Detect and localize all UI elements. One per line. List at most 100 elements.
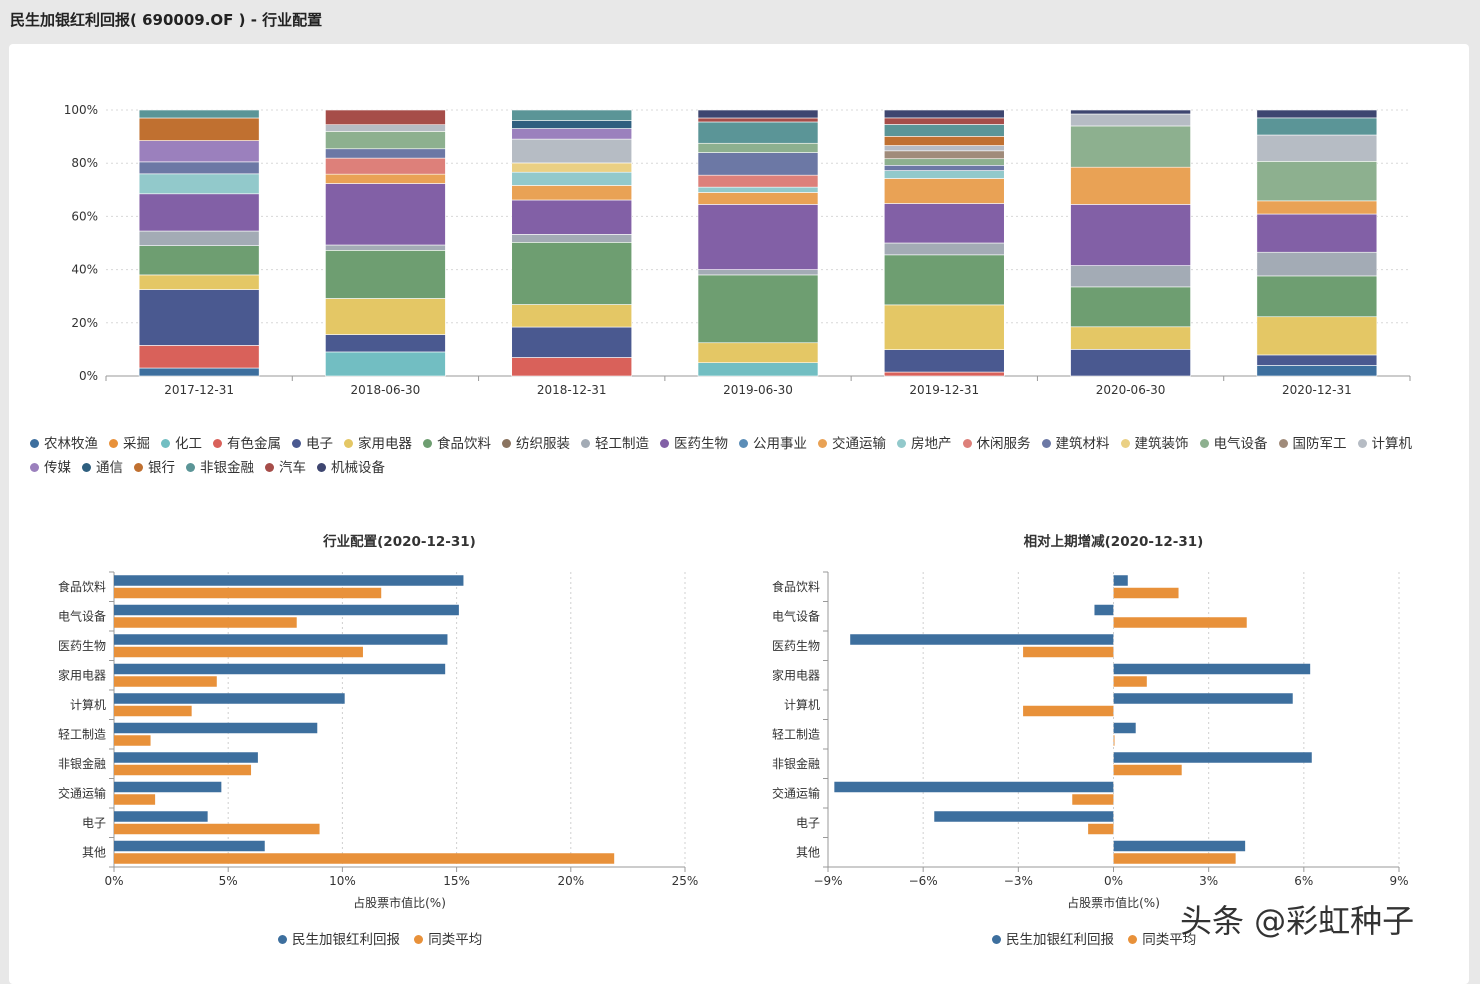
- legend-item[interactable]: 农林牧渔: [30, 432, 98, 456]
- legend-label: 银行: [148, 460, 175, 476]
- legend-item[interactable]: 医药生物: [660, 432, 728, 456]
- legend-item[interactable]: 交通运输: [818, 432, 886, 456]
- bar: [1113, 853, 1236, 864]
- bar-segment: [138, 274, 260, 290]
- bar: [114, 693, 345, 704]
- legend-label: 同类平均: [428, 932, 483, 948]
- bar-segment: [883, 109, 1005, 119]
- legend-label: 电子: [306, 436, 333, 452]
- legend-item[interactable]: 银行: [134, 456, 175, 480]
- y-tick-label: 交通运输: [58, 785, 106, 800]
- bar: [114, 811, 208, 822]
- industry-legend: 农林牧渔 采掘 化工 有色金属 电子 家用电器 食品饮料 纺织服装 轻工制造 医药生物 公用事业 交通…: [30, 432, 1470, 480]
- legend-item[interactable]: 休闲服务: [962, 432, 1031, 456]
- bar-segment: [138, 140, 260, 163]
- legend-item[interactable]: 轻工制造: [581, 432, 649, 456]
- bar: [114, 575, 464, 586]
- bar-segment: [325, 250, 446, 299]
- bar-segment: [697, 342, 819, 364]
- legend-marker: [1278, 439, 1288, 448]
- bar-segment: [883, 170, 1005, 179]
- legend-item[interactable]: 计算机: [1357, 432, 1412, 456]
- legend-label: 汽车: [279, 460, 306, 476]
- watermark: 头条 @彩虹种子: [1180, 902, 1415, 940]
- legend-item[interactable]: 传媒: [30, 456, 71, 480]
- legend-item-fund[interactable]: 民生加银红利回报: [992, 928, 1114, 948]
- legend-item[interactable]: 食品饮料: [423, 432, 491, 456]
- legend-item[interactable]: 建筑材料: [1041, 432, 1110, 456]
- legend-item[interactable]: 家用电器: [344, 432, 412, 456]
- bar-segment: [697, 274, 819, 344]
- y-tick-label: 交通运输: [772, 785, 820, 800]
- legend-item-peer[interactable]: 同类平均: [1128, 928, 1196, 948]
- legend-item[interactable]: 机械设备: [317, 456, 385, 480]
- legend-marker: [1357, 439, 1367, 448]
- legend-label: 民生加银红利回报: [292, 932, 400, 948]
- x-tick-label: 25%: [672, 874, 699, 888]
- legend-marker: [423, 439, 432, 448]
- legend-label: 休闲服务: [976, 436, 1031, 452]
- legend-item[interactable]: 建筑装饰: [1120, 432, 1189, 456]
- legend-item[interactable]: 房地产: [897, 432, 952, 456]
- y-tick-label: 其他: [796, 845, 820, 859]
- legend-label: 交通运输: [832, 436, 886, 452]
- bar: [1113, 663, 1311, 675]
- bar: [1113, 722, 1136, 734]
- legend-item[interactable]: 非银金融: [186, 456, 254, 480]
- legend-label: 传媒: [44, 460, 71, 476]
- bar-segment: [883, 371, 1005, 377]
- bar-segment: [697, 192, 819, 205]
- bar: [114, 705, 192, 717]
- bar-segment: [697, 269, 819, 276]
- legend-marker: [317, 463, 326, 472]
- bar-segment: [883, 242, 1005, 256]
- legend-marker: [581, 439, 590, 448]
- allocation-bar-chart: 行业配置(2020-12-31) 0% 5% 10% 15% 20% 25% 占股票市值比(%…: [58, 533, 699, 910]
- bar-segment: [697, 109, 819, 119]
- bar: [114, 752, 258, 763]
- legend-label: 国防军工: [1292, 436, 1347, 452]
- legend-item[interactable]: 有色金属: [213, 432, 281, 456]
- bar: [850, 634, 1114, 645]
- bar: [1088, 823, 1114, 835]
- legend-marker: [1199, 439, 1209, 448]
- bar-segment: [138, 117, 260, 141]
- y-tick-label: 家用电器: [772, 667, 820, 682]
- bar: [114, 853, 615, 864]
- legend-item[interactable]: 电子: [292, 432, 333, 456]
- legend-marker: [897, 439, 906, 448]
- bar: [1113, 587, 1179, 599]
- legend-label: 建筑材料: [1055, 436, 1110, 452]
- x-tick-label: 2018-12-31: [537, 383, 607, 397]
- legend-item-fund[interactable]: 民生加银红利回报: [278, 928, 400, 948]
- x-tick-label: 2019-12-31: [909, 383, 979, 397]
- bar: [114, 794, 156, 805]
- bar-segment: [138, 345, 260, 369]
- legend-item[interactable]: 采掘: [109, 432, 150, 456]
- legend-label: 食品饮料: [437, 436, 491, 452]
- bar-segment: [138, 230, 260, 246]
- legend-item[interactable]: 国防军工: [1278, 432, 1347, 456]
- legend-item[interactable]: 公用事业: [739, 432, 807, 456]
- legend-item[interactable]: 汽车: [265, 456, 306, 480]
- legend-label: 通信: [96, 460, 123, 476]
- bar: [1113, 752, 1312, 763]
- bar-segment: [325, 173, 446, 184]
- legend-item-peer[interactable]: 同类平均: [414, 928, 482, 948]
- legend-item[interactable]: 纺织服装: [502, 432, 570, 456]
- y-tick-label: 20%: [71, 316, 98, 330]
- legend-item[interactable]: 电气设备: [1199, 432, 1268, 456]
- bar-segment: [511, 199, 633, 235]
- y-tick-label: 计算机: [784, 697, 820, 712]
- bar-segment: [138, 173, 260, 195]
- legend-label: 非银金融: [200, 460, 254, 476]
- bar-segment: [511, 128, 633, 140]
- y-tick-label: 40%: [71, 263, 98, 277]
- legend-label: 民生加银红利回报: [1006, 932, 1114, 948]
- bar-segment: [511, 304, 633, 328]
- legend-item[interactable]: 通信: [82, 456, 123, 480]
- legend-item[interactable]: 化工: [161, 432, 202, 456]
- x-tick-label: 15%: [443, 874, 470, 888]
- bar: [114, 840, 265, 852]
- chart-title: 相对上期增减(2020-12-31): [1024, 533, 1204, 550]
